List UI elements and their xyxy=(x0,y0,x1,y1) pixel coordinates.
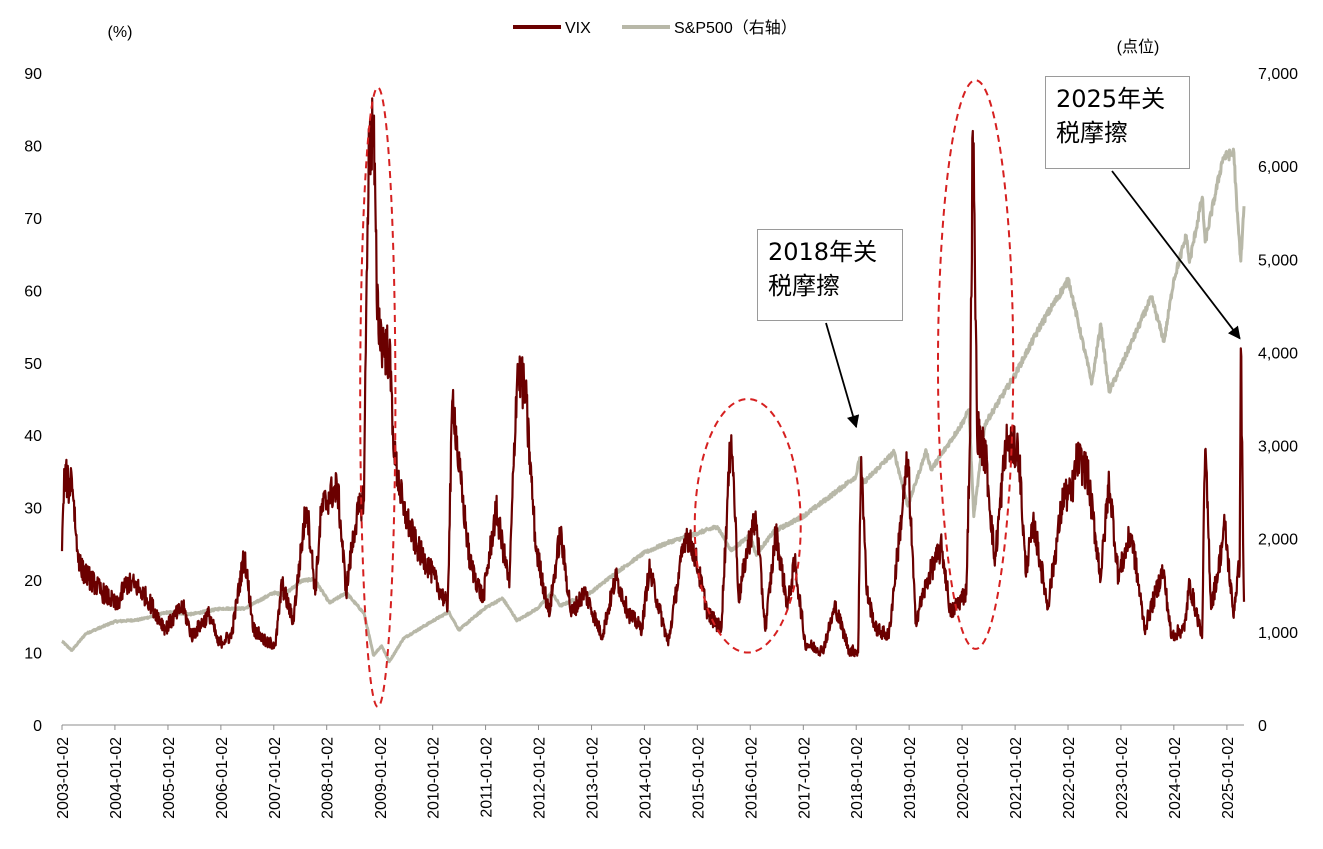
left-y-tick-label: 50 xyxy=(24,356,42,373)
x-tick-label: 2007-01-02 xyxy=(267,737,284,819)
right-y-tick-label: 0 xyxy=(1258,718,1267,735)
x-tick-label: 2020-01-02 xyxy=(955,737,972,819)
left-y-tick-label: 10 xyxy=(24,646,42,663)
x-tick-label: 2021-01-02 xyxy=(1008,737,1025,819)
annotation-2018-tariff: 2018年关 税摩擦 xyxy=(757,229,903,321)
left-y-tick-label: 20 xyxy=(24,573,42,590)
right-y-tick-label: 4,000 xyxy=(1258,345,1298,362)
left-y-tick-label: 80 xyxy=(24,138,42,155)
x-tick-label: 2018-01-02 xyxy=(849,737,866,819)
left-axis-unit: (%) xyxy=(108,24,133,41)
x-tick-label: 2017-01-02 xyxy=(796,737,813,819)
x-tick-label: 2005-01-02 xyxy=(161,737,178,819)
x-tick-label: 2016-01-02 xyxy=(743,737,760,819)
right-y-tick-label: 3,000 xyxy=(1258,439,1298,456)
legend-label: VIX xyxy=(565,20,591,37)
x-tick-label: 2004-01-02 xyxy=(108,737,125,819)
left-y-tick-label: 90 xyxy=(24,66,42,83)
left-y-tick-label: 0 xyxy=(33,718,42,735)
legend-label: S&P500（右轴） xyxy=(674,19,797,37)
right-y-tick-label: 7,000 xyxy=(1258,66,1298,83)
annotation-arrow xyxy=(825,322,860,429)
x-tick-label: 2024-01-02 xyxy=(1167,737,1184,819)
x-tick-label: 2013-01-02 xyxy=(585,737,602,819)
left-y-tick-label: 60 xyxy=(24,283,42,300)
highlight-ellipse xyxy=(936,79,1015,650)
x-tick-label: 2003-01-02 xyxy=(55,737,72,819)
x-tick-label: 2023-01-02 xyxy=(1114,737,1131,819)
x-tick-label: 2019-01-02 xyxy=(902,737,919,819)
x-tick-label: 2015-01-02 xyxy=(690,737,707,819)
vix-series-line xyxy=(60,97,1246,658)
annotation-arrow xyxy=(1111,170,1241,340)
right-y-tick-label: 6,000 xyxy=(1258,159,1298,176)
right-y-tick-label: 1,000 xyxy=(1258,625,1298,642)
x-tick-label: 2022-01-02 xyxy=(1061,737,1078,819)
x-tick-label: 2011-01-02 xyxy=(479,737,496,818)
left-y-tick-label: 30 xyxy=(24,501,42,518)
x-tick-label: 2025-01-02 xyxy=(1220,737,1237,819)
x-tick-label: 2010-01-02 xyxy=(426,737,443,819)
x-tick-label: 2009-01-02 xyxy=(373,737,390,819)
right-y-tick-label: 5,000 xyxy=(1258,252,1298,269)
left-y-tick-label: 70 xyxy=(24,211,42,228)
x-tick-label: 2008-01-02 xyxy=(320,737,337,819)
highlight-ellipse xyxy=(359,86,397,708)
right-y-tick-label: 2,000 xyxy=(1258,532,1298,549)
highlight-ellipse xyxy=(693,398,802,654)
x-tick-label: 2014-01-02 xyxy=(637,737,654,819)
x-tick-label: 2012-01-02 xyxy=(531,737,548,819)
annotation-2025-tariff: 2025年关 税摩擦 xyxy=(1045,76,1190,169)
sp500-series-line xyxy=(60,147,1246,664)
x-tick-label: 2006-01-02 xyxy=(214,737,231,819)
right-axis-unit: (点位) xyxy=(1117,38,1160,56)
left-y-tick-label: 40 xyxy=(24,428,42,445)
